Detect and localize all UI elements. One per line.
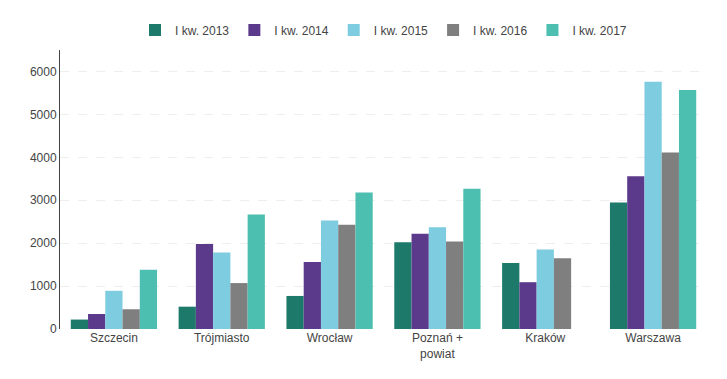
svg-text:1000: 1000 bbox=[30, 279, 57, 293]
svg-text:Kraków: Kraków bbox=[525, 331, 565, 345]
svg-text:6000: 6000 bbox=[30, 65, 57, 79]
svg-text:I kw. 2015: I kw. 2015 bbox=[374, 24, 428, 38]
svg-text:2000: 2000 bbox=[30, 236, 57, 250]
svg-text:Warszawa: Warszawa bbox=[625, 331, 681, 345]
svg-text:5000: 5000 bbox=[30, 108, 57, 122]
svg-text:I kw. 2014: I kw. 2014 bbox=[274, 24, 328, 38]
svg-text:Szczecin: Szczecin bbox=[90, 331, 138, 345]
svg-text:3000: 3000 bbox=[30, 193, 57, 207]
svg-text:I kw. 2016: I kw. 2016 bbox=[473, 24, 527, 38]
svg-text:Wrocław: Wrocław bbox=[307, 331, 353, 345]
svg-text:I kw. 2013: I kw. 2013 bbox=[175, 24, 229, 38]
svg-text:0: 0 bbox=[50, 322, 57, 336]
svg-text:4000: 4000 bbox=[30, 151, 57, 165]
svg-text:Poznań +powiat: Poznań +powiat bbox=[412, 331, 463, 361]
svg-text:Trójmiasto: Trójmiasto bbox=[194, 331, 250, 345]
svg-text:I kw. 2017: I kw. 2017 bbox=[572, 24, 626, 38]
